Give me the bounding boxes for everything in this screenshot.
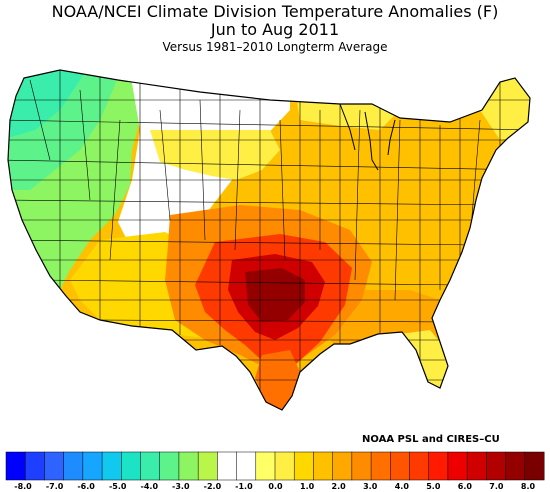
colorbar-swatch <box>121 451 141 481</box>
colorbar-swatch <box>63 451 84 481</box>
colorbar-swatch <box>505 451 526 481</box>
colorbar-swatch <box>486 451 507 481</box>
colorbar-tick-label: -1.0 <box>235 482 253 491</box>
colorbar-swatch <box>197 451 218 481</box>
colorbar-swatch <box>409 451 430 481</box>
colorbar-swatch <box>293 451 314 481</box>
colorbar-swatch <box>159 451 180 481</box>
great-lakes-shoreline <box>339 103 396 171</box>
colorbar-tick-label: -5.0 <box>108 482 127 491</box>
us-outline <box>7 69 531 411</box>
colorbar-swatch <box>390 451 410 481</box>
colorbar-tick-label: 8.0 <box>520 482 536 491</box>
colorbar-swatch <box>351 451 372 481</box>
region-northern-plains-yellow <box>150 130 280 180</box>
colorbar-tick-label: 4.0 <box>394 482 409 491</box>
colorbar-tick-label: 2.0 <box>331 482 346 491</box>
credit-label: NOAA PSL and CIRES–CU <box>362 434 500 445</box>
colorbar-swatch <box>178 451 199 481</box>
colorbar-tick-label: -8.0 <box>14 482 32 491</box>
colorbar-swatch <box>44 451 65 481</box>
us-climate-division-map <box>7 69 531 411</box>
map-subtitle: Jun to Aug 2011 <box>210 20 340 39</box>
colorbar-swatch <box>236 451 257 481</box>
colorbar-swatch <box>101 451 122 481</box>
colorbar-swatch <box>428 451 449 481</box>
colorbar-swatch <box>447 451 468 481</box>
colorbar-swatch <box>5 451 26 481</box>
colorbar-swatch <box>466 451 487 481</box>
colorbar-swatch <box>370 451 391 481</box>
colorbar-tick-label: 6.0 <box>457 482 472 491</box>
colorbar-swatch <box>332 451 353 481</box>
colorbar-swatch <box>255 451 276 481</box>
colorbar-tick-label: -4.0 <box>140 482 159 491</box>
colorbar-tick-label: 7.0 <box>489 482 504 491</box>
colorbar-swatch <box>140 451 161 481</box>
colorbar-swatch <box>524 451 545 481</box>
colorbar-swatch <box>313 451 334 481</box>
colorbar-tick-label: 3.0 <box>363 482 378 491</box>
colorbar-tick-label: 1.0 <box>300 482 315 491</box>
colorbar-swatch <box>82 451 103 481</box>
colorbar-swatch <box>217 451 238 481</box>
map-title: NOAA/NCEI Climate Division Temperature A… <box>51 2 499 21</box>
colorbar-tick-label: -6.0 <box>77 482 95 491</box>
colorbar-swatch <box>24 451 45 481</box>
colorbar-swatch <box>274 451 295 481</box>
colorbar-tick-label: 5.0 <box>426 482 441 491</box>
colorbar-ticks: -8.0 -7.0 -6.0 -5.0 -4.0 -3.0 -2.0 -1.0 0.0 1.0 2.… <box>0 482 550 492</box>
colorbar-tick-label: -3.0 <box>172 482 190 491</box>
colorbar-tick-label: 0.0 <box>268 482 283 491</box>
colorbar-tick-label: -7.0 <box>45 482 64 491</box>
region-upper-midwest <box>290 70 400 130</box>
map-note: Versus 1981–2010 Longterm Average <box>162 40 388 54</box>
colorbar <box>5 451 545 481</box>
colorbar-tick-label: -2.0 <box>203 482 222 491</box>
